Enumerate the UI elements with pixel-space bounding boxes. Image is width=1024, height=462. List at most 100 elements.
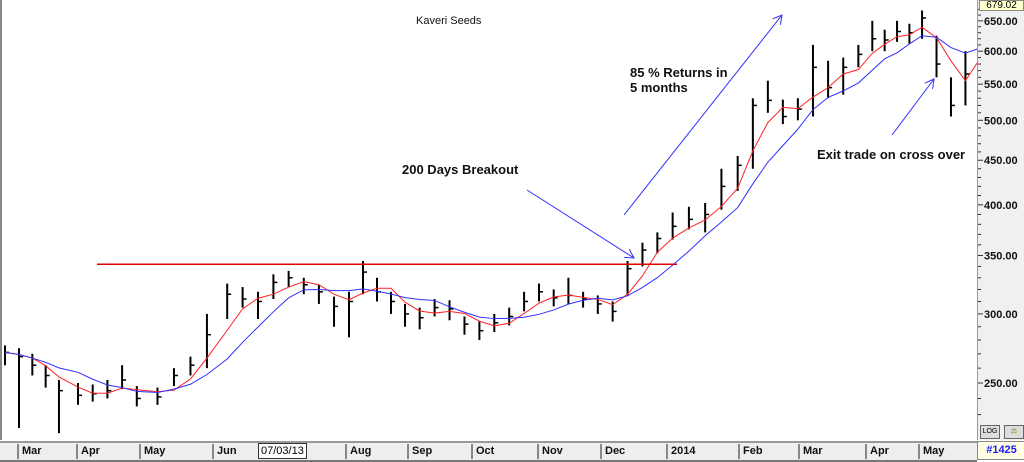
x-label: Feb: [738, 444, 763, 459]
price-bar: [31, 353, 37, 376]
price-bar: [538, 283, 543, 302]
exit-arrow: [891, 79, 934, 136]
y-tick-label: 600.00: [984, 46, 1018, 58]
price-bar: [781, 99, 787, 125]
price-bar: [189, 356, 195, 376]
price-bar: [18, 348, 23, 429]
price-bar: [523, 291, 529, 312]
price-bar: [376, 277, 381, 302]
price-bar: [857, 44, 863, 68]
x-label: Aug: [345, 444, 371, 459]
price-bar: [720, 168, 726, 210]
price-bar: [205, 313, 211, 369]
price-bar: [106, 379, 112, 399]
price-bar: [333, 296, 339, 327]
price-bar: [827, 60, 833, 99]
price-bar: [508, 307, 514, 326]
price-chart: [4, 2, 984, 434]
price-bar: [156, 387, 162, 405]
price-bar: [766, 80, 772, 113]
x-label: Mar: [798, 444, 823, 459]
price-bar: [883, 29, 889, 52]
x-label: Nov: [537, 444, 563, 459]
price-bar: [121, 365, 127, 390]
price-bar: [493, 313, 499, 333]
returns-annotation-line2: 5 months: [630, 80, 688, 95]
y-tick-label: 500.00: [984, 115, 1018, 127]
price-bar: [463, 316, 469, 335]
compare-icon: ⚖: [1010, 428, 1018, 435]
price-bar: [77, 383, 82, 405]
y-tick-label: 450.00: [984, 155, 1018, 167]
fast-moving-average-line: [4, 26, 981, 394]
breakout-arrow: [526, 189, 634, 258]
y-tick-label: 250.00: [984, 378, 1018, 390]
price-bar: [226, 283, 232, 319]
price-bar: [871, 20, 877, 52]
returns-annotation-line1: 85 % Returns in: [630, 65, 728, 80]
price-bar: [811, 44, 817, 117]
compare-button[interactable]: ⚖: [1004, 425, 1024, 439]
date-axis[interactable]: Mar Apr May Jun Aug Sep Oct Nov Dec 2014…: [0, 441, 977, 462]
price-bar: [552, 289, 558, 307]
price-bar: [44, 365, 50, 388]
breakout-annotation: 200 Days Breakout: [402, 162, 519, 177]
y-tick-label: 650.00: [984, 16, 1018, 28]
price-bar: [302, 277, 308, 295]
price-bar: [448, 300, 454, 321]
price-bar: [736, 156, 742, 191]
price-axis-ticks: 250.00 300.00 350.00 400.00 450.00 500.00 550.…: [978, 8, 1018, 416]
price-chart-area[interactable]: Kaveri Seeds 200 Days Breakout 85 % Retu…: [0, 0, 984, 440]
price-bar: [842, 57, 848, 95]
price-axis[interactable]: 250.00 300.00 350.00 400.00 450.00 500.00 550.…: [977, 0, 1024, 440]
price-bar: [390, 291, 395, 314]
price-bar: [896, 20, 902, 42]
price-bar: [172, 368, 178, 387]
y-tick-label: 350.00: [984, 250, 1018, 262]
price-bar: [656, 232, 662, 254]
y-tick-label: 400.00: [984, 200, 1018, 212]
price-bar: [582, 291, 588, 308]
slow-moving-average-line: [4, 35, 981, 393]
price-bar: [287, 270, 293, 288]
price-bar: [964, 51, 970, 106]
x-label: May: [139, 444, 165, 459]
price-bar: [687, 206, 693, 230]
price-bar: [751, 98, 757, 169]
price-bar: [796, 98, 802, 121]
price-bar: [404, 303, 409, 327]
x-label: Oct: [471, 444, 494, 459]
x-label: May: [918, 444, 944, 459]
record-number-badge: #1425: [977, 441, 1024, 460]
price-bar: [626, 260, 632, 296]
price-bar: [317, 284, 323, 304]
price-bar: [257, 291, 262, 319]
x-label: 2014: [666, 444, 695, 459]
x-label: Jun: [212, 444, 237, 459]
x-label: Dec: [600, 444, 625, 459]
exit-annotation: Exit trade on cross over: [817, 147, 966, 162]
price-bar: [921, 10, 927, 39]
last-price-box: 679.02: [979, 0, 1024, 11]
price-bar: [241, 287, 247, 308]
returns-arrow: [623, 15, 782, 216]
price-bar: [135, 386, 141, 407]
log-scale-button[interactable]: LOG: [980, 425, 1000, 439]
y-tick-label: 550.00: [984, 79, 1018, 91]
price-bar: [4, 345, 9, 366]
price-bar: [272, 274, 278, 300]
cursor-date-label: 07/03/13: [258, 443, 307, 459]
y-tick-label: 300.00: [984, 309, 1018, 321]
chart-title: Kaveri Seeds: [416, 15, 482, 27]
x-label: Sep: [407, 444, 432, 459]
x-label: Mar: [17, 444, 42, 459]
price-bar: [57, 379, 63, 434]
price-bar: [671, 212, 677, 240]
x-label: Apr: [76, 444, 100, 459]
price-bar: [567, 277, 573, 304]
price-bar: [641, 242, 647, 267]
x-label: Apr: [865, 444, 889, 459]
price-bar: [478, 321, 484, 341]
price-bar: [704, 202, 710, 233]
price-bar: [935, 35, 941, 78]
